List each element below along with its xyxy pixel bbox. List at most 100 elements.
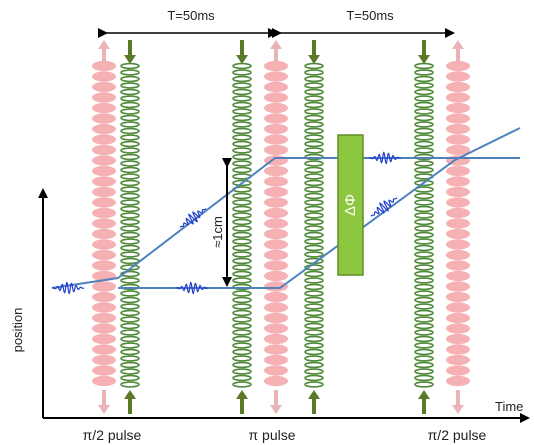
red-beam-spot [92,165,116,177]
green-arrow-top-4 [418,40,430,64]
green-beam-ring [304,361,324,369]
red-beam-spot [264,312,288,324]
red-beam-spot [446,354,470,366]
green-beam-ring [304,322,324,330]
green-beam-ring [232,199,252,206]
green-beam-ring [120,88,140,96]
green-beam-ring [304,75,324,83]
green-beam-ring [304,303,324,310]
green-beam-ring [414,212,434,219]
green-beam-ring [304,316,324,323]
green-beam-ring [304,335,324,343]
red-beam-spot [264,144,288,156]
red-beam-spot [92,81,116,93]
red-beam-spot [92,312,116,324]
green-beam-ring [304,374,324,382]
green-beam-ring [232,238,252,245]
green-beam-ring [414,69,434,76]
green-beam-ring [120,277,140,284]
wave-packet-initial [51,281,85,295]
green-beam-ring [414,231,434,239]
green-beam-ring [232,257,252,265]
green-beam-1 [120,62,140,388]
red-beam-spot [264,354,288,366]
pink-arrow-bottom-2 [270,390,282,414]
red-beam-spot [264,113,288,124]
green-beam-ring [414,95,434,102]
green-beam-ring [232,127,252,135]
green-beam-ring [414,192,434,200]
green-beam-ring [414,296,434,304]
green-beam-ring [304,309,324,317]
green-beam-4 [414,62,434,388]
red-beam-spot [446,176,470,187]
green-beam-ring [120,82,140,89]
green-beam-ring [120,244,140,252]
green-beam-ring [414,88,434,96]
pulse-label-3: π/2 pulse [428,427,487,443]
green-beam-ring [414,355,434,362]
red-beam-spot [446,197,470,208]
green-beam-ring [304,264,324,271]
green-beam-ring [120,218,140,226]
green-beam-ring [304,238,324,245]
red-beam-spot [264,123,288,135]
green-beam-ring [414,134,434,141]
red-beam-spot [92,375,116,387]
green-beam-ring [120,205,140,213]
red-beam-spot [446,291,470,303]
axes: position Time [10,188,530,423]
green-beam-ring [120,322,140,330]
green-beam-ring [120,134,140,141]
pink-arrow-bottom-1 [98,390,110,414]
phase-label: ΔΦ [342,194,359,216]
green-beam-ring [232,251,252,258]
green-beam-ring [232,270,252,278]
green-arrow-bottom-1 [124,390,136,414]
red-beam-spot [446,207,470,219]
green-beam-ring [232,134,252,141]
green-beam-ring [232,140,252,148]
green-beam-ring [414,75,434,83]
red-beam-spot [446,249,470,261]
red-beam-spot [264,270,288,282]
green-beam-ring [120,101,140,109]
green-beam-ring [304,212,324,219]
green-beam-ring [414,225,434,232]
green-beam-ring [232,121,252,128]
green-beam-ring [414,147,434,154]
red-beam-spot [446,102,470,114]
green-beam-ring [304,283,324,291]
green-beam-ring [304,82,324,89]
green-beam-ring [304,348,324,356]
red-beam-spot [92,260,116,271]
green-beam-ring [232,108,252,115]
green-beam-ring [232,75,252,83]
laser-beams [92,60,470,388]
red-beam-spot [446,144,470,156]
red-beam-spot [264,291,288,303]
green-beam-ring [120,257,140,265]
y-axis-label: position [10,308,25,353]
red-beam-spot [92,323,116,334]
green-beam-ring [120,114,140,122]
green-beam-ring [304,101,324,109]
green-beam-ring [304,355,324,362]
green-beam-ring [120,179,140,187]
red-beam-spot [446,270,470,282]
green-beam-ring [304,121,324,128]
green-beam-ring [414,82,434,89]
green-beam-ring [414,290,434,297]
red-beam-spot [446,113,470,124]
green-beam-ring [232,322,252,330]
green-beam-ring [232,231,252,239]
green-beam-ring [304,244,324,252]
green-beam-ring [120,316,140,323]
green-arrow-bottom-3 [308,390,320,414]
green-beam-ring [414,179,434,187]
pink-arrow-top-3 [452,40,464,62]
green-beam-ring [120,368,140,375]
red-beam-2 [264,60,288,387]
height-marker: ≈1cm [210,158,232,287]
red-beam-spot [264,134,288,145]
